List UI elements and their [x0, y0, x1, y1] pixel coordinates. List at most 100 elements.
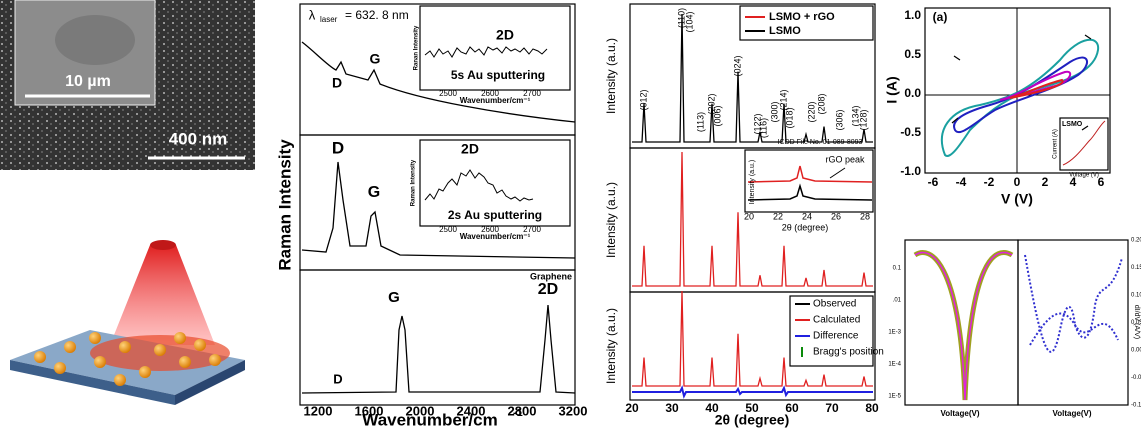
label: Graphene	[530, 271, 572, 281]
y-tick-label: 0.10	[1131, 293, 1141, 299]
label: Voltage(V)	[941, 409, 980, 418]
reflection-label: (214)	[778, 89, 788, 110]
label: Ranan Intensity	[414, 25, 420, 70]
y-tick-label: 0.5	[904, 47, 921, 61]
x-tick-label: -2	[984, 175, 995, 189]
label: (a)	[933, 10, 948, 24]
x-tick-label: 28	[860, 211, 870, 221]
label: G	[368, 184, 380, 201]
device-illustration	[10, 240, 245, 405]
label: rGO peak	[825, 154, 865, 164]
axis-label: Intensity (a.u.)	[604, 182, 618, 258]
reflection-label: (300)	[769, 101, 779, 122]
label: LSMO	[1062, 121, 1083, 128]
axis-label: Raman Intensity	[275, 139, 294, 271]
y-tick-label: 0.0	[904, 86, 921, 100]
x-tick-label: 2400	[457, 403, 486, 418]
x-tick-label: 2800	[508, 403, 537, 418]
reflection-label: (122)	[752, 113, 762, 134]
x-tick-label: 3200	[559, 403, 588, 418]
reflection-label: (220)	[806, 101, 816, 122]
x-tick-label: 2700	[523, 225, 541, 234]
didv-plots	[904, 239, 1129, 406]
x-tick-label: 1200	[304, 403, 333, 418]
label: ICDD File No. 01-089-8093	[778, 139, 863, 146]
axis-label: V (V)	[1001, 191, 1033, 207]
scale-bar-label: 10 µm	[65, 73, 111, 90]
y-tick-label: 0.1	[893, 266, 902, 272]
x-tick-label: 2	[1042, 175, 1049, 189]
label: D	[333, 371, 342, 386]
y-tick-label: 0.20	[1131, 238, 1141, 244]
label: 2D	[496, 27, 514, 43]
x-tick-label: 50	[745, 401, 759, 415]
reflection-label: (018)	[784, 107, 794, 128]
label: laser	[320, 15, 338, 24]
x-tick-label: 70	[825, 401, 839, 415]
x-tick-label: 20	[744, 211, 754, 221]
axis-label: Intensity (a.u.)	[604, 38, 618, 114]
legend-label: Bragg's position	[813, 347, 884, 358]
x-tick-label: 2500	[439, 225, 457, 234]
legend-label: Calculated	[813, 315, 860, 326]
reflection-label: (134)	[850, 105, 860, 126]
sem-image	[0, 0, 255, 170]
x-tick-label: 60	[785, 401, 799, 415]
x-tick-label: 1600	[355, 403, 384, 418]
legend-label: Difference	[813, 331, 859, 342]
y-tick-label: 0.05	[1131, 320, 1141, 326]
x-tick-label: 0	[1014, 175, 1021, 189]
y-tick-label: -1.0	[900, 164, 921, 178]
x-tick-label: 2600	[481, 225, 499, 234]
x-tick-label: 20	[625, 401, 639, 415]
y-tick-label: -0.5	[900, 125, 921, 139]
diffraction-pattern	[632, 290, 873, 387]
x-tick-label: 22	[773, 211, 783, 221]
axis-label: 2θ (degree)	[715, 412, 789, 428]
reflection-label: (110)	[676, 8, 686, 28]
reflection-label: (116)	[758, 118, 768, 138]
x-tick-label: 2000	[406, 403, 435, 418]
label: λ	[309, 7, 316, 22]
label: 2D	[461, 141, 479, 157]
axis-label: Wavenumber/cm	[362, 410, 497, 429]
legend-label: Observed	[813, 299, 856, 310]
x-tick-label: 2700	[523, 89, 541, 98]
reflection-label: (208)	[816, 93, 826, 114]
y-tick-label: 1.0	[904, 8, 921, 22]
legend-label: LSMO + rGO	[769, 11, 835, 23]
label: Current (A)	[1053, 129, 1059, 159]
axis-label: dI/dV (A/V)	[1133, 305, 1140, 339]
x-tick-label: -6	[928, 175, 939, 189]
label: Wavenumber/cm⁻¹	[460, 96, 531, 105]
label: = 632. 8 nm	[345, 8, 409, 22]
y-tick-label: 1E-5	[888, 394, 901, 400]
label: Voltage(V)	[1053, 409, 1092, 418]
x-tick-label: 4	[1070, 175, 1077, 189]
y-tick-label: -0.05	[1131, 375, 1141, 381]
y-tick-label: 0.15	[1131, 265, 1141, 271]
label: Raman Intensity	[411, 159, 417, 206]
x-tick-label: 24	[802, 211, 812, 221]
raman-frames	[299, 3, 576, 406]
x-tick-label: 6	[1098, 175, 1105, 189]
x-tick-label: 40	[705, 401, 719, 415]
axis-label: -1	[513, 407, 523, 419]
legend-label: LSMO	[769, 25, 801, 37]
reflection-label: (306)	[834, 109, 844, 130]
label: Voltage (V)	[1069, 173, 1099, 179]
y-tick-label: -0.10	[1131, 403, 1141, 409]
diffraction-pattern	[632, 151, 873, 287]
y-tick-label: .01	[893, 298, 902, 304]
label: G	[370, 51, 381, 67]
label: 5s Au sputtering	[451, 68, 545, 82]
x-tick-label: 2600	[481, 89, 499, 98]
iv-plot	[924, 7, 1111, 174]
reflection-label: (012)	[638, 89, 648, 110]
y-tick-label: 1E-3	[888, 330, 901, 336]
axis-label: Intensity (a.u.)	[604, 308, 618, 384]
y-tick-label: 0.00	[1131, 348, 1141, 354]
label: Wavenumber/cm⁻¹	[460, 232, 531, 241]
label: D	[332, 138, 344, 157]
